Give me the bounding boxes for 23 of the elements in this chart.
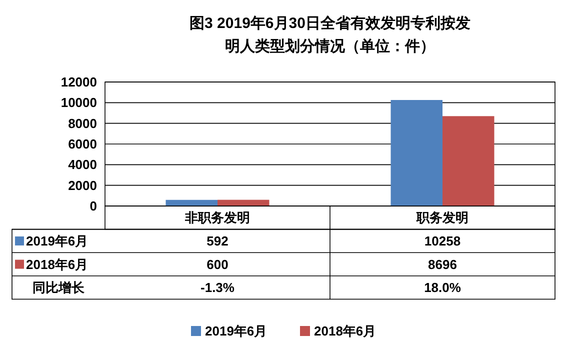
y-tick-label: 4000 bbox=[68, 157, 97, 172]
legend-label: 2019年6月 bbox=[26, 234, 88, 248]
text: 同比增长 bbox=[32, 280, 86, 296]
y-tick-label: 2000 bbox=[68, 178, 97, 193]
y-tick-label: 8000 bbox=[68, 116, 97, 131]
data-label: 10258 bbox=[424, 234, 461, 248]
y-tick-label: 0 bbox=[90, 198, 97, 214]
chart-title: 图3 2019年6月30日全省有效发明专利按发明人类型划分情况（单位：件） bbox=[190, 15, 470, 55]
text: 18.0% bbox=[424, 280, 462, 296]
data-label: 592 bbox=[206, 234, 228, 248]
bar bbox=[390, 100, 442, 206]
text: 2019年6月 bbox=[205, 324, 268, 339]
legend-label: 2018年6月 bbox=[314, 324, 376, 339]
y-tick-label: 10000 bbox=[60, 95, 97, 110]
y-tick-label: 12000 bbox=[60, 74, 97, 90]
data-label: 600 bbox=[206, 256, 228, 272]
text: -1.3% bbox=[200, 280, 235, 296]
bar bbox=[442, 116, 494, 206]
y-tick-label: 6000 bbox=[68, 136, 97, 152]
data-label: 8696 bbox=[428, 256, 457, 272]
x-tick-label: 职务发明 bbox=[416, 210, 468, 226]
text: 2018年6月 bbox=[26, 256, 88, 272]
x-tick-label: 非职务发明 bbox=[184, 210, 250, 226]
